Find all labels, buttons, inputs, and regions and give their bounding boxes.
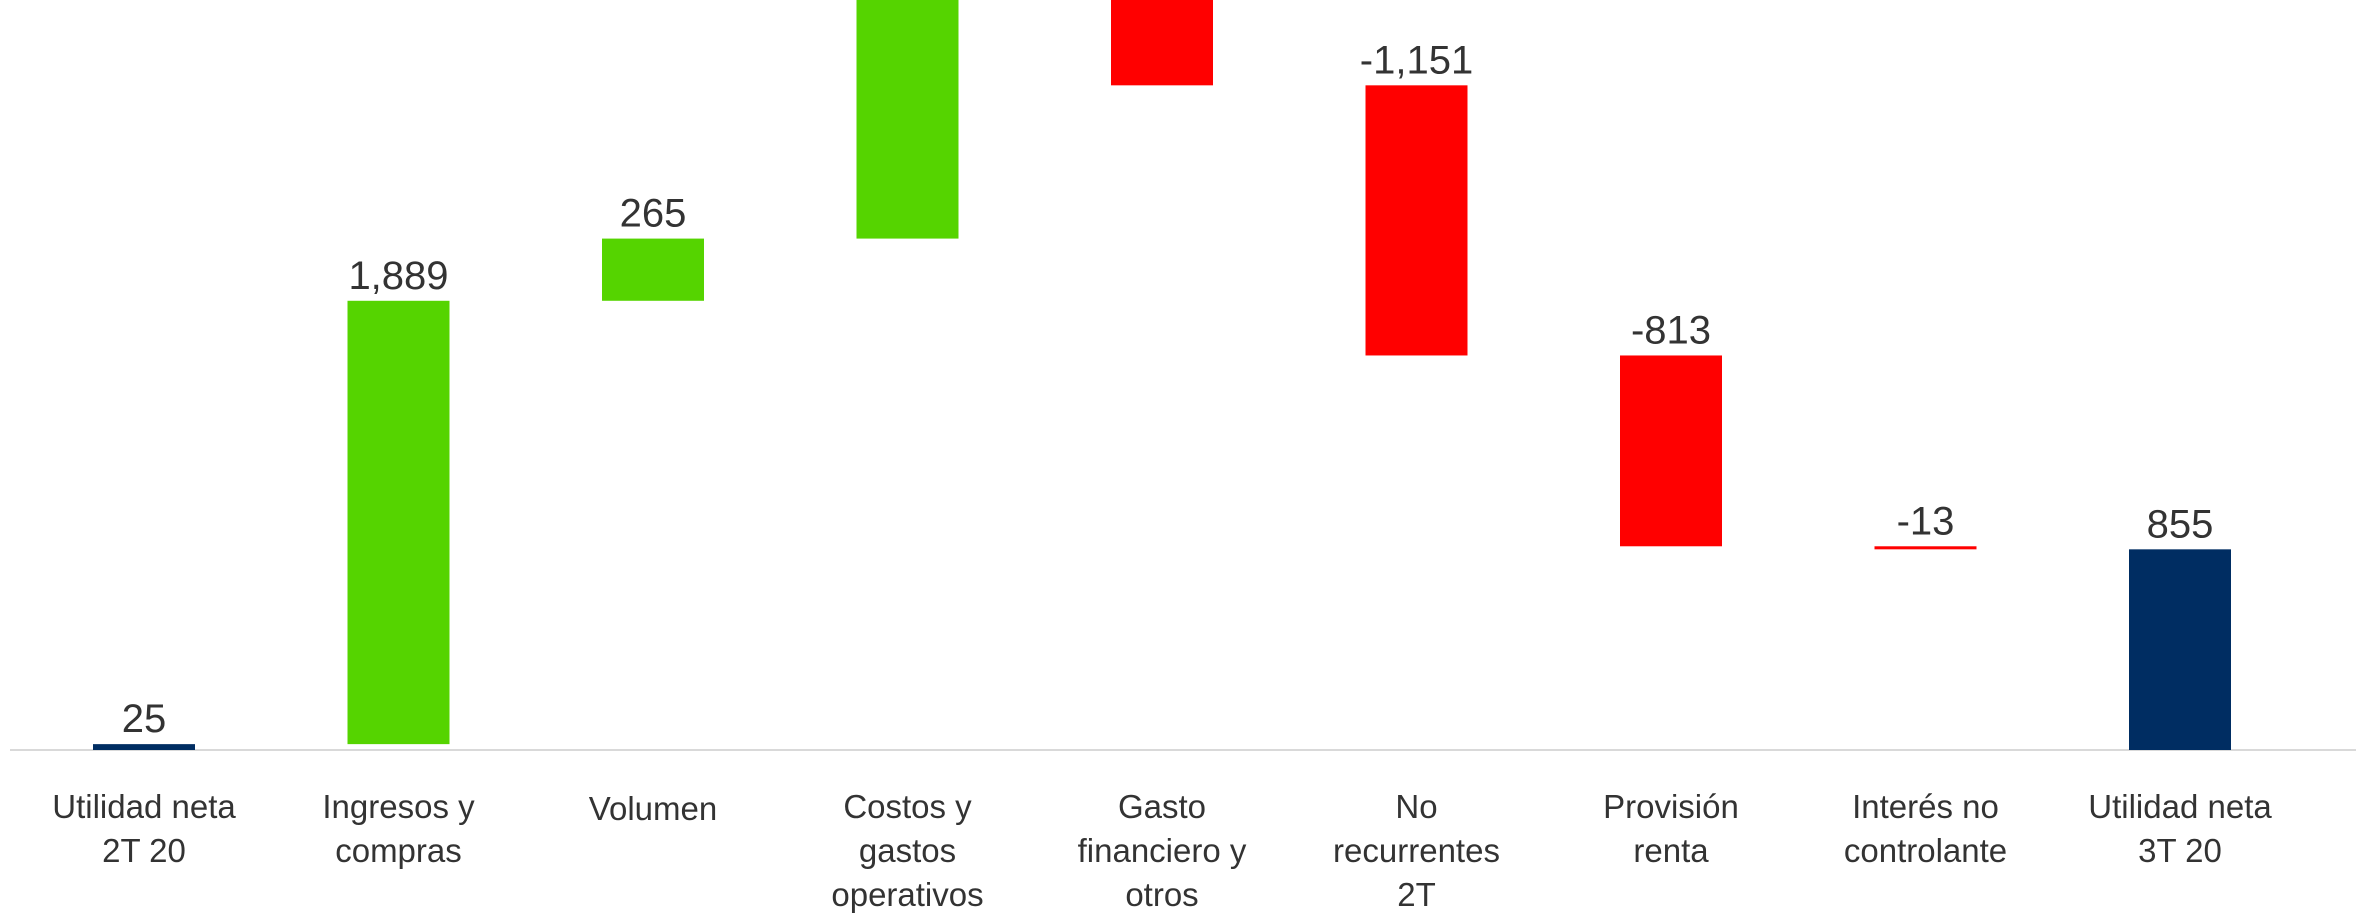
bar-value-label: 265 [620, 192, 687, 236]
waterfall-bar [1365, 85, 1468, 356]
bar-value-label: 1,889 [348, 254, 448, 298]
category-label: Provisión renta [1603, 788, 1739, 869]
category-label: Gasto financiero y otros [1078, 788, 1247, 913]
category-label: Ingresos y compras [322, 788, 475, 869]
bar-value-label: 855 [2147, 502, 2214, 546]
waterfall-bar [347, 300, 450, 745]
category-label-line: Provisión [1603, 788, 1739, 825]
bar-value-label: -813 [1631, 308, 1711, 352]
category-label-line: recurrentes [1333, 832, 1500, 869]
category-label-line: Interés no [1852, 788, 1999, 825]
category-label-line: otros [1125, 876, 1198, 913]
waterfall-bar [1111, 0, 1213, 86]
category-label-line: 2T 20 [102, 832, 186, 869]
category-label-line: Costos y [843, 788, 972, 825]
category-label-line: 2T [1397, 876, 1436, 913]
category-label-line: Volumen [589, 790, 717, 827]
bar-value-label: 25 [122, 697, 167, 741]
waterfall-bar [93, 744, 195, 750]
category-label: Utilidad neta 3T 20 [2088, 788, 2272, 869]
waterfall-bar [602, 238, 704, 301]
category-label-line: renta [1633, 832, 1709, 869]
bar-value-label: -13 [1897, 499, 1955, 543]
category-label: Interés no controlante [1844, 788, 2007, 869]
category-label-line: operativos [831, 876, 983, 913]
waterfall-bar [2129, 549, 2231, 750]
waterfall-bar [856, 0, 959, 239]
category-label-line: 3T 20 [2138, 832, 2222, 869]
category-label-line: financiero y [1078, 832, 1247, 869]
category-label-line: Ingresos y [322, 788, 475, 825]
category-label-line: Utilidad neta [2088, 788, 2272, 825]
category-label-line: gastos [859, 832, 956, 869]
category-label: Costos y gastos operativos [831, 788, 983, 913]
bar-value-label: -1,151 [1360, 38, 1473, 82]
category-labels-group: Utilidad neta 2T 20 Ingresos y compras Volum… [52, 788, 2272, 913]
category-label-line: controlante [1844, 832, 2007, 869]
waterfall-bar [1620, 355, 1722, 547]
category-label: Volumen [589, 790, 717, 827]
category-label-line: No [1395, 788, 1437, 825]
waterfall-bar [1874, 546, 1977, 550]
category-label: Utilidad neta 2T 20 [52, 788, 236, 869]
category-label-line: Utilidad neta [52, 788, 236, 825]
bars-group [93, 0, 2231, 750]
category-label-line: compras [335, 832, 462, 869]
category-label: No recurrentes 2T [1333, 788, 1500, 913]
category-label-line: Gasto [1118, 788, 1206, 825]
